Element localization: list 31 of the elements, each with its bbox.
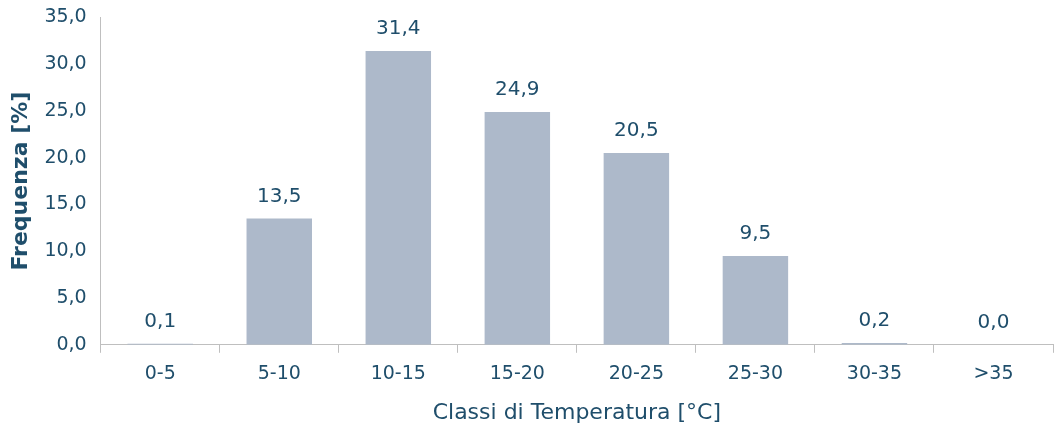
x-tick-label: 10-15	[370, 361, 426, 384]
y-tick-label: 15,0	[44, 191, 87, 214]
bar	[246, 218, 312, 345]
data-label: 24,9	[495, 76, 540, 101]
y-tick-label: 35,0	[44, 4, 87, 27]
x-tick-label: 0-5	[144, 361, 176, 384]
data-label: 0,1	[144, 308, 177, 333]
data-label: 0,0	[977, 309, 1010, 333]
data-label: 9,5	[739, 220, 772, 245]
y-tick-label: 10,0	[44, 238, 87, 261]
y-tick-label: 25,0	[44, 97, 87, 120]
x-tick-label: 30-35	[846, 361, 903, 384]
y-tick-label: 5,0	[56, 284, 87, 307]
y-axis-title: Frequenza [%]	[6, 91, 32, 271]
data-label: 20,5	[614, 117, 659, 142]
x-tick-label: 15-20	[489, 361, 545, 384]
bar	[722, 255, 789, 345]
data-label: 13,5	[256, 182, 302, 207]
bar	[603, 153, 670, 345]
x-tick-label: 20-25	[608, 361, 664, 384]
y-tick-label: 0,0	[56, 331, 87, 354]
bar	[484, 111, 551, 345]
y-tick-label: 30,0	[44, 51, 87, 74]
data-label: 0,2	[858, 307, 891, 332]
y-tick-label: 20,0	[44, 144, 87, 167]
data-label: 31,4	[376, 15, 421, 40]
x-tick-label: 5-10	[257, 361, 301, 384]
x-tick-label: 25-30	[727, 361, 784, 384]
bar	[365, 51, 432, 345]
x-tick-label: >35	[973, 361, 1014, 384]
x-axis-title: Classi di Temperatura [°C]	[432, 398, 722, 424]
